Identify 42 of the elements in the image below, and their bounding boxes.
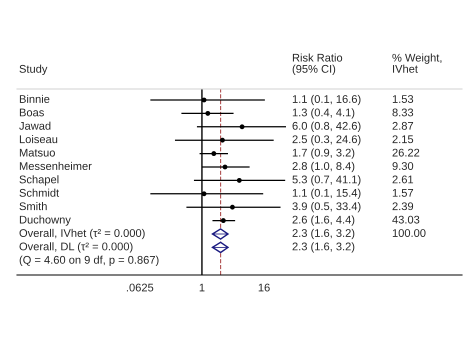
x-tick-label: 1 (200, 284, 204, 292)
y-tick-label: Duchowny (20, 215, 71, 226)
annotation: 9.30 (392, 162, 414, 170)
annotation: (Q = 4.60 on 9 df, p = 0.867) (20, 256, 159, 266)
y-tick-label: Messenheimer (20, 162, 92, 170)
text: Study (20, 64, 48, 75)
annotation: 3.9 (0.5, 33.4) (292, 202, 360, 212)
text: % Weight, IVhet (392, 53, 442, 73)
annotation: 26.22 (392, 148, 420, 157)
annotation: 1.53 (392, 95, 414, 103)
y-tick-label: Jawad (19, 122, 50, 130)
annotation: 2.15 (392, 135, 414, 144)
y-tick-label: Boas (20, 108, 44, 116)
annotation: 43.03 (392, 216, 420, 224)
annotation: 100.00 (392, 229, 426, 237)
annotation: 6.0 (0.8, 42.6) (292, 122, 360, 132)
text: Risk Ratio (95% CI) (292, 53, 342, 75)
annotation: 2.5 (0.3, 24.6) (292, 135, 360, 146)
x-tick-label: 16 (258, 284, 270, 292)
annotation: 1.7 (0.9, 3.2) (292, 148, 354, 159)
annotation: 2.8 (1.0, 8.4) (292, 162, 354, 172)
y-tick-label: Overall, IVhet (τ² = 0.000) (20, 228, 145, 240)
y-tick-label: Matsuo (20, 148, 55, 157)
annotation: 2.87 (392, 122, 414, 130)
annotation: 8.33 (392, 108, 414, 116)
annotation: 2.61 (392, 176, 414, 184)
y-tick-label: Overall, DL (τ² = 0.000) (20, 242, 133, 253)
annotation: 1.3 (0.4, 4.1) (292, 108, 354, 119)
annotation: 1.1 (0.1, 16.6) (292, 94, 360, 106)
x-tick-label: .0625 (126, 284, 154, 292)
y-tick-label: Loiseau (20, 135, 58, 144)
annotation: 2.3 (1.6, 3.2) (292, 228, 354, 240)
annotation: 2.3 (1.6, 3.2) (292, 242, 354, 253)
y-tick-label: Binnie (20, 94, 50, 103)
y-tick-label: Smith (20, 202, 47, 210)
annotation: 5.3 (0.7, 41.1) (292, 175, 360, 186)
annotation: 1.1 (0.1, 15.4) (292, 188, 360, 199)
y-tick-label: Schapel (20, 175, 58, 186)
annotation: 2.39 (392, 202, 414, 210)
annotation: 1.57 (392, 189, 414, 197)
annotation: 2.6 (1.6, 4.4) (292, 215, 354, 226)
y-tick-label: Schmidt (20, 188, 60, 197)
